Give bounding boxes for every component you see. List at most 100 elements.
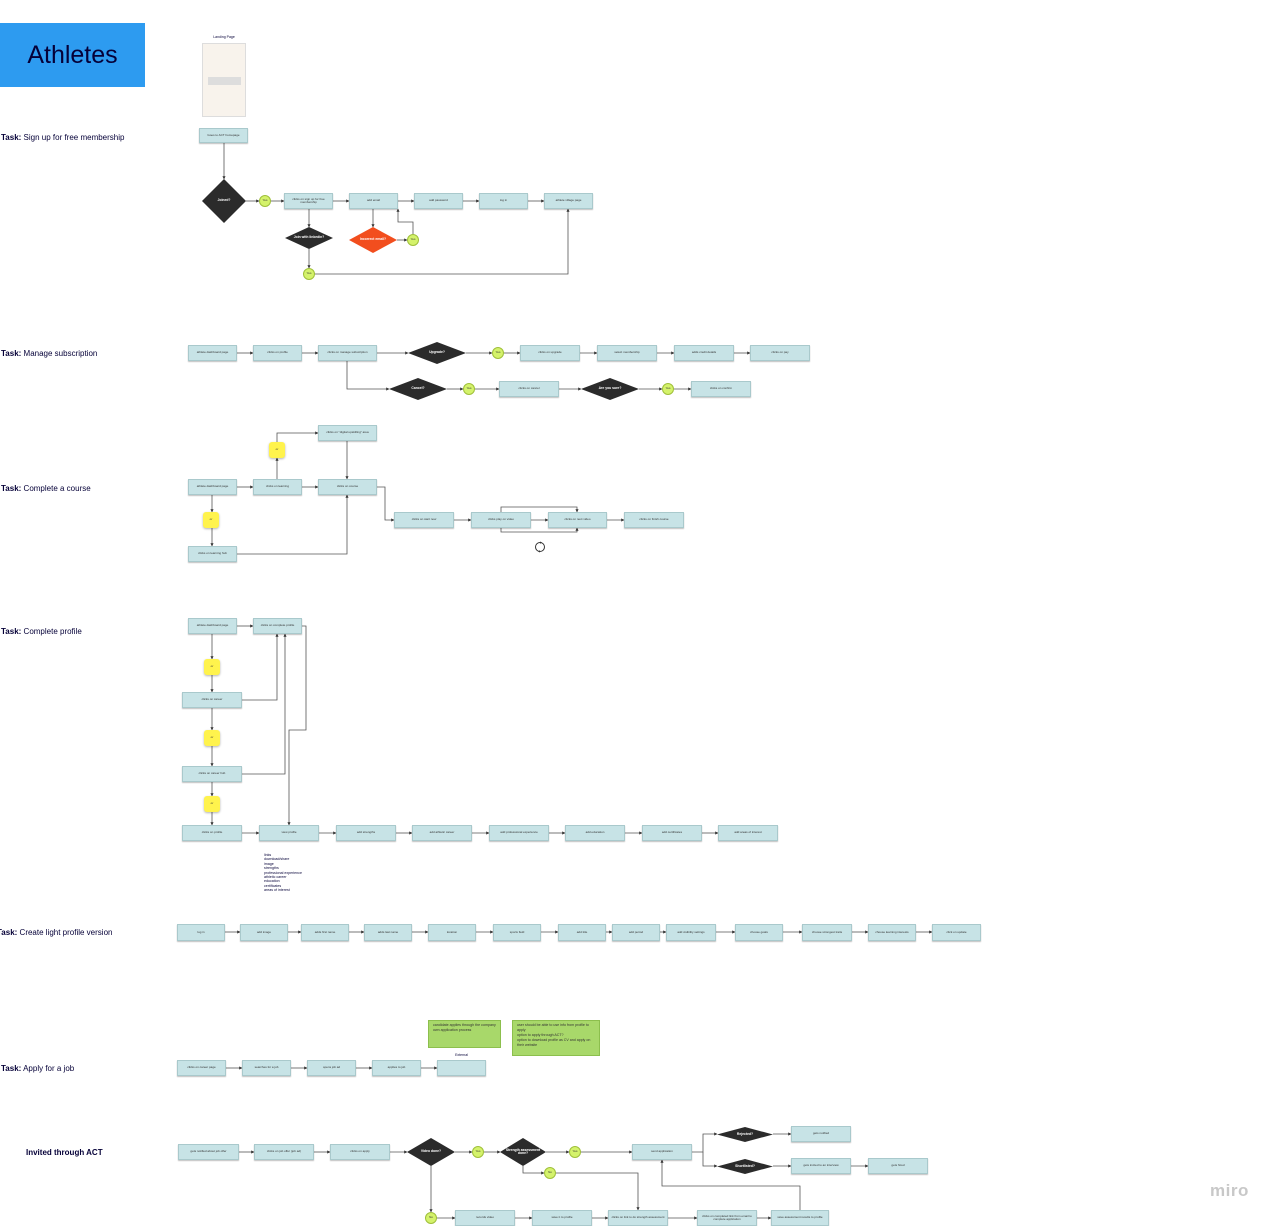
process-step-s4-profile[interactable]: clicks on profile <box>182 825 242 841</box>
process-step-s5-vis[interactable]: add visibility settings <box>666 924 716 941</box>
process-step-s4-areas[interactable]: add areas of interest <box>718 825 778 841</box>
process-step-s3-play[interactable]: clicks play on video <box>471 512 531 528</box>
process-step-s4-cert[interactable]: add certificates <box>642 825 702 841</box>
process-step-s5-goals[interactable]: choose goals <box>735 924 783 941</box>
process-step-s5-last[interactable]: adds last name <box>364 924 412 941</box>
process-step-s5-title[interactable]: add title <box>558 924 606 941</box>
process-step-s1-email[interactable]: add email <box>349 193 398 209</box>
decision-diamond-s7-strength-q[interactable]: Strength assessment done? <box>500 1138 546 1166</box>
process-step-s7-records[interactable]: records video <box>455 1210 515 1226</box>
decision-diamond-s2-cancel-q[interactable]: Cancel? <box>389 378 447 400</box>
connector-arrow[interactable] <box>287 625 307 826</box>
process-step-s7-gnotified[interactable]: gets notified <box>791 1126 851 1142</box>
process-step-s4-athletic[interactable]: add athletic career <box>412 825 472 841</box>
yes-no-connector-s2-yes1[interactable]: Yes <box>492 347 504 359</box>
process-step-s5-loc[interactable]: location <box>428 924 476 941</box>
decision-diamond-s2-upgrade-q[interactable]: Upgrade? <box>408 342 466 364</box>
or-sticky-s4-or1[interactable]: or <box>204 659 220 675</box>
connector-arrow[interactable] <box>237 494 349 555</box>
or-sticky-s3-or1[interactable]: or <box>269 442 285 458</box>
process-step-s6-applies[interactable]: applies to job <box>372 1060 421 1076</box>
process-step-s2-select[interactable]: select membership <box>597 345 657 361</box>
process-step-s6-career[interactable]: clicks on career page <box>177 1060 226 1076</box>
decision-diamond-s7-rejected[interactable]: Rejected? <box>717 1127 773 1142</box>
connector-arrow[interactable] <box>500 506 579 513</box>
yes-no-connector-s7-yes1[interactable]: Yes <box>472 1146 484 1158</box>
process-step-s5-update[interactable]: click on update <box>932 924 981 941</box>
connector-arrow[interactable] <box>276 431 319 442</box>
connector-arrow[interactable] <box>556 1172 640 1211</box>
error-decision-diamond-s1-incorrect[interactable]: Incorrect email? <box>349 227 397 253</box>
decision-diamond-s1-linkedin[interactable]: Join with linkedin? <box>285 227 333 249</box>
connector-arrow[interactable] <box>500 527 579 533</box>
connector-arrow[interactable] <box>660 1159 801 1210</box>
process-step-s5-interests[interactable]: choose learning interests <box>868 924 916 941</box>
yes-no-connector-s7-no2[interactable]: No <box>425 1212 437 1224</box>
process-step-s3-dash[interactable]: athlete dashboard page <box>188 479 237 495</box>
process-step-s2-pay[interactable]: clicks on pay <box>750 345 810 361</box>
process-step-s2-manage[interactable]: clicks on manage subscription <box>318 345 377 361</box>
process-step-s7-offer[interactable]: clicks on job offer (job ad) <box>254 1144 314 1160</box>
landing-page-frame[interactable] <box>202 43 246 117</box>
or-sticky-s4-or3[interactable]: or <box>204 796 220 812</box>
process-step-s4-careerhub[interactable]: clicks on career hub <box>182 766 242 782</box>
yes-no-connector-s1-yes3[interactable]: Yes <box>303 268 315 280</box>
process-step-s7-link[interactable]: clicks on link to do strength assessment <box>608 1210 668 1226</box>
process-step-s4-view[interactable]: view profile <box>259 825 319 841</box>
process-step-s1-signup[interactable]: clicks on sign up for free membership <box>284 193 333 209</box>
process-step-s6-external[interactable] <box>437 1060 486 1076</box>
connector-arrow[interactable] <box>242 633 279 701</box>
yes-no-connector-s7-yes2[interactable]: Yes <box>569 1146 581 1158</box>
yes-no-connector-s1-yes2[interactable]: Yes <box>407 234 419 246</box>
process-step-s7-completed[interactable]: clicks on completed link from email to c… <box>697 1210 757 1226</box>
sticky-note-s6-note2[interactable]: user should be able to use info from pro… <box>512 1020 600 1056</box>
process-step-s7-hired[interactable]: gets hired <box>868 1158 928 1174</box>
decision-diamond-s7-short[interactable]: Shortlisted? <box>717 1159 773 1174</box>
process-step-s4-edu[interactable]: add education <box>565 825 625 841</box>
yes-no-connector-s2-yes3[interactable]: Yes <box>662 383 674 395</box>
process-step-s3-start[interactable]: clicks on start now <box>394 512 454 528</box>
process-step-s7-apply[interactable]: clicks on apply <box>330 1144 390 1160</box>
process-step-s5-period[interactable]: add period <box>612 924 660 941</box>
process-step-s3-digital[interactable]: clicks on "digital upskilling" area <box>318 425 377 441</box>
yes-no-connector-s7-no1[interactable]: No <box>544 1167 556 1179</box>
process-step-s1-pass[interactable]: add password <box>414 193 463 209</box>
process-step-s4-strengths[interactable]: add strengths <box>336 825 396 841</box>
connector-arrow[interactable] <box>346 361 390 391</box>
process-step-s5-sports[interactable]: sports field <box>493 924 541 941</box>
connector-arrow[interactable] <box>522 1166 545 1175</box>
process-step-s2-credit[interactable]: adds credit details <box>674 345 734 361</box>
process-step-s1-login[interactable]: log in <box>479 193 528 209</box>
or-sticky-s4-or2[interactable]: or <box>204 730 220 746</box>
process-step-s3-hub[interactable]: clicks on learning hub <box>188 546 237 562</box>
sticky-note-s6-note1[interactable]: candidate applies through the company ow… <box>428 1020 501 1048</box>
connector-arrow[interactable] <box>396 208 414 234</box>
process-step-s1-home[interactable]: Goes to ACT homepage <box>199 128 248 143</box>
process-step-s5-traits[interactable]: choose strongest traits <box>802 924 852 941</box>
process-step-s2-dash[interactable]: athlete dashboard page <box>188 345 237 361</box>
process-step-s2-confirm[interactable]: clicks on confirm <box>691 381 751 397</box>
connector-arrow[interactable] <box>702 1152 718 1168</box>
connector-arrow[interactable] <box>692 1132 718 1153</box>
process-step-s2-cancel[interactable]: clicks on cancel <box>499 381 559 397</box>
process-step-s5-first[interactable]: adds first name <box>301 924 349 941</box>
decision-diamond-s1-joined[interactable]: Joined? <box>202 179 246 223</box>
connector-arrow[interactable] <box>377 486 395 522</box>
process-step-s5-login[interactable]: log in <box>177 924 225 941</box>
decision-diamond-s7-video-q[interactable]: Video done? <box>407 1138 455 1166</box>
connector-arrow[interactable] <box>242 633 287 775</box>
yes-no-connector-s1-yes1[interactable]: Yes <box>259 195 271 207</box>
connector-arrow[interactable] <box>315 208 570 275</box>
process-step-s7-saveres[interactable]: save assessment results to profile <box>771 1210 829 1226</box>
process-step-s3-next[interactable]: clicks on next video <box>548 512 607 528</box>
process-step-s5-image[interactable]: add image <box>240 924 288 941</box>
process-step-s4-complete[interactable]: clicks on complete profile <box>253 618 302 634</box>
process-step-s6-opens[interactable]: opens job ad <box>307 1060 356 1076</box>
process-step-s6-search[interactable]: searches for a job <box>242 1060 291 1076</box>
process-step-s7-save[interactable]: save it to profile <box>532 1210 592 1226</box>
process-step-s1-village[interactable]: athlete village page <box>544 193 593 209</box>
decision-diamond-s2-sure[interactable]: Are you sure? <box>581 378 639 400</box>
process-step-s7-send[interactable]: send application <box>632 1144 692 1160</box>
process-step-s4-prof[interactable]: add professional experience <box>489 825 549 841</box>
process-step-s3-learning[interactable]: clicks on learning <box>253 479 302 495</box>
